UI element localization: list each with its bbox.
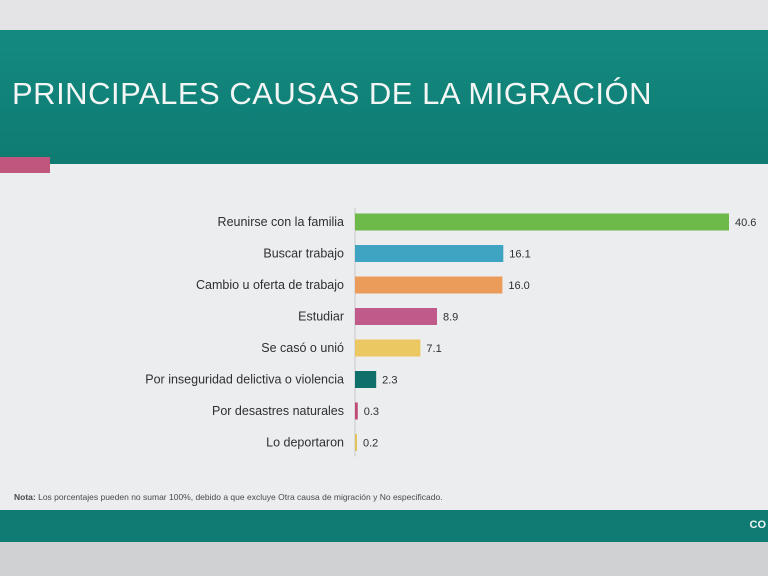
value-label: 8.9 [443, 312, 458, 324]
footer-band: CO [0, 510, 768, 542]
value-label: 16.0 [508, 280, 529, 292]
category-label: Por desastres naturales [212, 404, 344, 418]
category-label: Por inseguridad delictiva o violencia [145, 373, 344, 387]
category-label: Lo deportaron [266, 436, 344, 450]
category-label: Se casó o unió [261, 341, 344, 355]
page-title: PRINCIPALES CAUSAS DE LA MIGRACIÓN [12, 76, 653, 111]
top-strip [0, 0, 768, 30]
bar [355, 402, 358, 420]
value-label: 7.1 [426, 343, 441, 355]
bar [355, 339, 421, 357]
accent-bar [0, 157, 50, 173]
value-label: 40.6 [735, 217, 756, 229]
bar [355, 213, 729, 231]
category-label: Estudiar [298, 310, 344, 324]
bar-chart: Reunirse con la familia 40.6 Buscar trabaj… [145, 208, 756, 457]
value-label: 0.3 [364, 406, 379, 418]
category-label: Reunirse con la familia [218, 215, 344, 229]
value-label: 2.3 [382, 375, 397, 387]
header-band [0, 30, 768, 164]
bottom-strip [0, 542, 768, 576]
footnote-label: Nota: [14, 492, 36, 502]
bar [355, 276, 503, 294]
value-label: 0.2 [363, 438, 378, 450]
footnote-text: Los porcentajes pueden no sumar 100%, de… [35, 492, 443, 502]
bar [355, 308, 437, 325]
category-label: Cambio u oferta de trabajo [196, 278, 344, 292]
bar [355, 434, 357, 451]
bar [355, 371, 377, 388]
value-label: 16.1 [509, 249, 530, 261]
footnote: Nota: Los porcentajes pueden no sumar 10… [14, 492, 443, 502]
footer-text: CO [749, 519, 767, 531]
category-label: Buscar trabajo [263, 247, 344, 261]
bar [355, 245, 504, 262]
